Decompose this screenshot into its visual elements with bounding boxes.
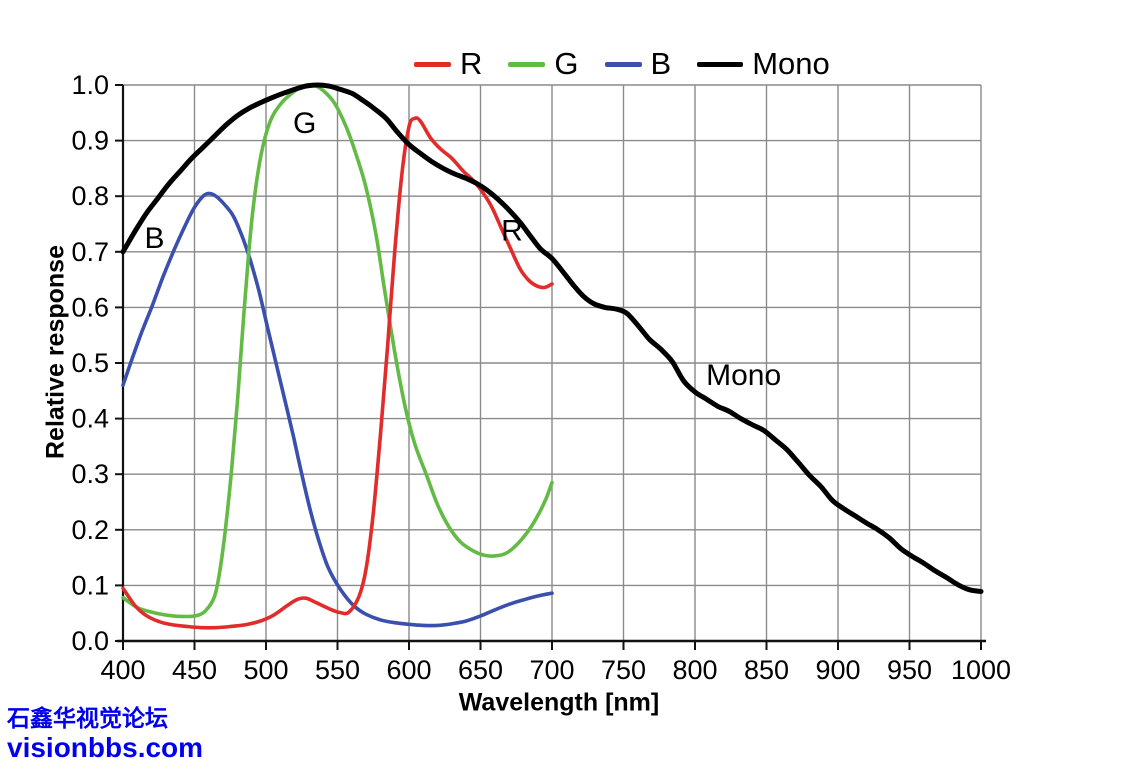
- legend-line-g-icon: [508, 61, 546, 67]
- x-tick-label: 500: [243, 655, 288, 685]
- x-tick-label: 700: [529, 655, 574, 685]
- legend-item-g: G: [508, 46, 579, 82]
- x-tick-label: 750: [601, 655, 646, 685]
- series-curve-r: [121, 116, 554, 630]
- legend-label-r: R: [460, 46, 483, 81]
- y-tick-label: 0.5: [71, 348, 109, 378]
- legend-item-mono: Mono: [697, 46, 830, 82]
- x-axis-title: Wavelength [nm]: [458, 688, 660, 717]
- x-tick-label: 450: [172, 655, 217, 685]
- x-tick-label: 900: [815, 655, 860, 685]
- curve-label-b: B: [144, 222, 164, 255]
- series-curve-mono: [120, 82, 984, 594]
- x-tick-label: 650: [458, 655, 503, 685]
- x-tick-label: 550: [315, 655, 360, 685]
- curve-label-r: R: [501, 215, 523, 248]
- y-tick-label: 0.2: [71, 515, 109, 545]
- legend-line-mono-icon: [697, 61, 744, 67]
- legend-item-r: R: [414, 46, 482, 82]
- x-tick-label: 1000: [951, 655, 1011, 685]
- y-axis-title: Relative response: [41, 245, 70, 459]
- watermark-chinese-text: 石鑫华视觉论坛: [7, 705, 168, 731]
- series-curve-b: [121, 191, 554, 628]
- curve-label-g: G: [293, 107, 316, 140]
- curve-label-mono: Mono: [706, 359, 781, 392]
- y-tick-label: 1.0: [71, 70, 109, 100]
- legend-label-b: B: [650, 46, 672, 81]
- y-tick-label: 0.8: [71, 181, 109, 211]
- x-tick-label: 950: [887, 655, 932, 685]
- legend-label-mono: Mono: [752, 46, 830, 81]
- y-tick-label: 0.0: [71, 626, 109, 656]
- series-curve-g: [121, 82, 554, 619]
- y-tick-label: 0.1: [71, 570, 109, 600]
- legend-label-g: G: [554, 46, 579, 81]
- y-tick-label: 0.4: [71, 404, 109, 434]
- y-tick-label: 0.3: [71, 459, 109, 489]
- x-tick-label: 600: [386, 655, 431, 685]
- x-tick-label: 800: [672, 655, 717, 685]
- y-tick-label: 0.7: [71, 237, 109, 267]
- x-tick-label: 850: [744, 655, 789, 685]
- y-tick-label: 0.9: [71, 126, 109, 156]
- x-tick-label: 400: [100, 655, 145, 685]
- legend-item-b: B: [604, 46, 672, 82]
- chart-legend: R G B Mono: [414, 46, 830, 82]
- legend-line-r-icon: [414, 61, 451, 67]
- watermark: 石鑫华视觉论坛 visionbbs.com: [7, 705, 204, 763]
- y-tick-label: 0.6: [71, 292, 109, 322]
- watermark-site-url: visionbbs.com: [7, 731, 204, 763]
- legend-line-b-icon: [604, 61, 642, 67]
